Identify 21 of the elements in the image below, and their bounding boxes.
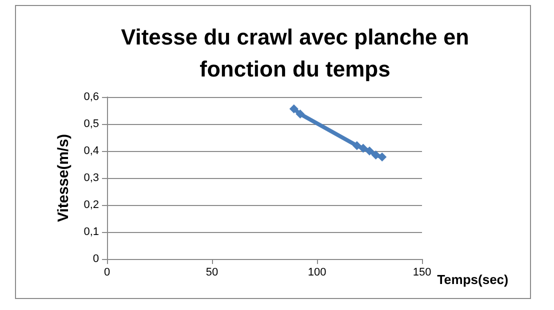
point (371, 150, 380, 160)
y-tick-label: 0,6 (84, 91, 99, 103)
y-tick-label: 0,1 (84, 226, 99, 238)
point (289, 104, 298, 114)
y-tick-label: 0 (92, 253, 99, 265)
x-tick-label: 150 (412, 266, 432, 278)
x-tick-label: 50 (206, 266, 218, 278)
y-tick-label: 0,2 (84, 199, 99, 211)
point (296, 110, 305, 119)
point (378, 152, 387, 162)
y-tick-label: 0,3 (84, 172, 99, 184)
chart-title: Vitesse du crawl avec planche en fonction du temps (120, 24, 470, 82)
y-tick-label: 0,5 (84, 118, 99, 130)
x-axis-title: Temps(sec) (437, 272, 508, 287)
x-tick-label: 0 (104, 266, 110, 278)
y-tick-label: 0,4 (84, 145, 99, 157)
point (358, 144, 368, 153)
x-tick-label: 100 (308, 266, 326, 278)
point (352, 141, 362, 150)
point (365, 146, 374, 156)
y-axis-title: Vitesse(m/s) (55, 134, 72, 222)
